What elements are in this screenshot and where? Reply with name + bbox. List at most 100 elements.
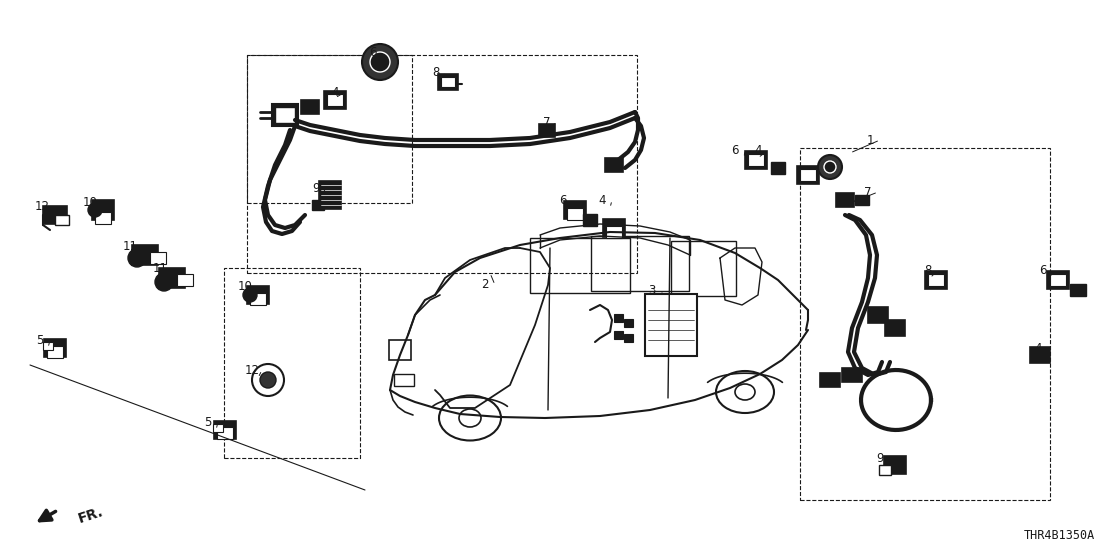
Bar [319, 181, 341, 209]
Text: 6: 6 [560, 193, 567, 207]
Ellipse shape [439, 396, 501, 440]
Bar [43, 342, 53, 350]
Text: 5: 5 [204, 416, 212, 428]
Circle shape [362, 44, 398, 80]
Circle shape [824, 161, 837, 173]
Ellipse shape [459, 409, 481, 427]
Bar [842, 368, 862, 382]
Text: 7: 7 [864, 186, 872, 198]
Bar [591, 235, 689, 290]
Text: 3: 3 [648, 284, 656, 296]
Text: 11: 11 [123, 239, 137, 253]
Bar [438, 74, 458, 90]
Text: 6: 6 [1039, 264, 1047, 276]
Bar [624, 334, 633, 342]
Text: 2: 2 [481, 279, 489, 291]
Bar [929, 274, 944, 286]
Bar [250, 293, 266, 305]
Text: 10: 10 [237, 280, 253, 293]
Bar [605, 158, 623, 172]
Bar [868, 307, 888, 323]
Circle shape [260, 372, 276, 388]
Text: 8: 8 [924, 264, 932, 276]
Bar [564, 201, 586, 219]
Bar [1030, 347, 1050, 363]
Bar [214, 421, 236, 439]
Bar [160, 268, 185, 288]
Bar [624, 319, 633, 327]
Bar [177, 274, 193, 286]
Circle shape [818, 155, 842, 179]
Bar [884, 456, 906, 474]
Bar [247, 55, 637, 273]
Bar [885, 320, 905, 336]
Text: 8: 8 [432, 65, 440, 79]
Bar [312, 200, 324, 210]
Text: FR.: FR. [76, 504, 105, 526]
Text: 6: 6 [369, 45, 377, 59]
Text: 12: 12 [245, 363, 259, 377]
Bar [583, 214, 597, 226]
Bar [614, 331, 623, 339]
Bar [837, 193, 854, 207]
Text: 4: 4 [1034, 341, 1042, 355]
Bar [55, 215, 69, 225]
Bar [771, 162, 784, 174]
Bar [797, 166, 819, 184]
Text: 1: 1 [866, 134, 874, 146]
Text: 12: 12 [34, 199, 50, 213]
Bar [441, 77, 455, 87]
Bar [606, 226, 622, 238]
Bar [247, 55, 412, 203]
Bar [748, 154, 765, 166]
Text: 6: 6 [731, 143, 739, 156]
Text: THR4B1350A: THR4B1350A [1024, 529, 1095, 542]
Bar [92, 200, 114, 220]
Bar [879, 465, 891, 475]
Text: 5: 5 [37, 334, 43, 346]
Bar [213, 424, 223, 432]
Bar [217, 427, 233, 439]
Circle shape [155, 273, 173, 291]
Text: 4: 4 [755, 143, 762, 156]
Text: 11: 11 [153, 261, 167, 274]
Circle shape [129, 249, 146, 267]
Bar [150, 252, 166, 264]
Bar [800, 169, 815, 181]
Bar [324, 91, 346, 109]
Bar [1050, 274, 1066, 286]
Ellipse shape [735, 384, 755, 400]
Bar [800, 148, 1050, 500]
Ellipse shape [716, 371, 774, 413]
Circle shape [370, 52, 390, 72]
Bar [1070, 284, 1086, 296]
Bar [1047, 271, 1069, 289]
Bar [745, 151, 767, 169]
Bar [538, 124, 555, 136]
Bar [224, 268, 360, 458]
Text: 4: 4 [598, 193, 606, 207]
Text: 7: 7 [543, 115, 551, 129]
Bar [95, 212, 111, 224]
Bar [47, 346, 63, 358]
Circle shape [88, 203, 102, 217]
Bar [43, 206, 66, 224]
Bar [925, 271, 947, 289]
Circle shape [252, 364, 284, 396]
Bar [567, 208, 583, 220]
Bar [614, 314, 623, 322]
Bar [670, 240, 736, 295]
Bar [603, 219, 625, 237]
Bar [247, 286, 269, 304]
Bar [394, 374, 414, 386]
Text: 10: 10 [83, 196, 98, 208]
Bar [44, 339, 66, 357]
Bar [132, 245, 158, 265]
Bar [301, 100, 319, 114]
Text: 9: 9 [876, 452, 884, 464]
Bar [389, 340, 411, 360]
Bar [820, 373, 840, 387]
Circle shape [243, 288, 257, 302]
Text: 4: 4 [331, 85, 339, 99]
Bar [271, 104, 298, 126]
